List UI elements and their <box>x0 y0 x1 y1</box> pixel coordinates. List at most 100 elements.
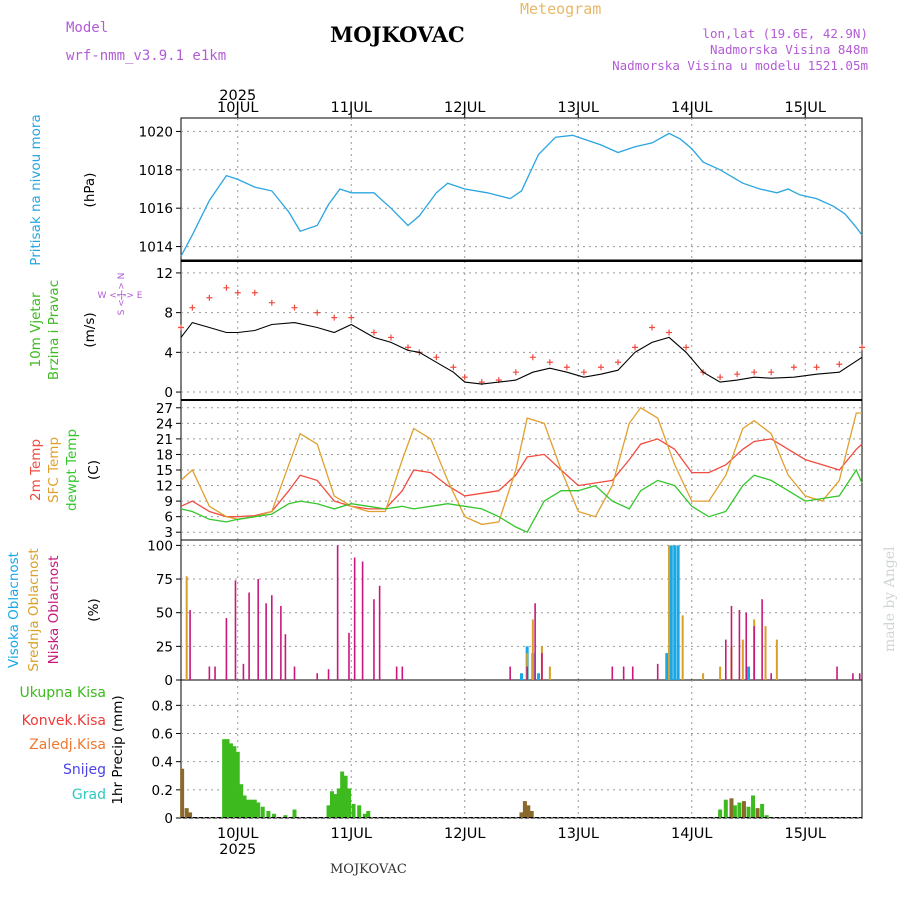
wind-gust-mark <box>768 369 775 376</box>
temp-unit: (C) <box>86 460 102 480</box>
y-tick-label: 0.2 <box>152 783 173 799</box>
cloud-bar-low <box>189 610 191 680</box>
cloud-bar-low <box>373 599 375 680</box>
y-tick-label: 0.4 <box>152 755 173 771</box>
cloud-bar-low <box>541 653 543 680</box>
x-tick-label-top: 13JUL <box>558 100 599 116</box>
precip-bar <box>292 809 297 818</box>
footer-label: MOJKOVAC <box>330 862 407 877</box>
precip-legend-item: Zaledj.Kisa <box>29 737 106 753</box>
cloud-bar-low <box>348 632 350 680</box>
cloud-bar-high <box>537 673 541 680</box>
pressure-unit: (hPa) <box>82 173 98 208</box>
precip-bar <box>225 739 230 818</box>
precip-bar <box>188 812 193 818</box>
cloud-bar-high <box>665 653 669 680</box>
wind-compass-we: W <-|-> E <box>98 291 143 301</box>
cloud-bar-low <box>265 603 267 680</box>
cloud-bar-mid <box>681 615 684 680</box>
y-tick-label: 0.6 <box>152 727 173 743</box>
wind-gust-mark <box>370 329 377 336</box>
cloud-bar-mid <box>775 639 778 680</box>
x-tick-label-top: 10JUL <box>217 100 258 116</box>
precip-bar <box>741 801 746 818</box>
precip-bar <box>256 802 261 818</box>
cloud-bar-low <box>248 592 250 680</box>
precip-bar <box>346 788 351 818</box>
x-tick-label-bottom: 15JUL <box>785 826 826 842</box>
wind-gust-mark <box>859 344 865 351</box>
wind-gust-mark <box>206 294 213 301</box>
x-tick-label-bottom: 12JUL <box>444 826 485 842</box>
cloud-bar-low <box>631 666 634 680</box>
wind-gust-mark <box>597 364 604 371</box>
x-tick-label-bottom: 14JUL <box>671 826 712 842</box>
precip-bar <box>718 809 723 818</box>
precip-bar <box>519 812 524 818</box>
wind-gust-mark <box>291 304 298 311</box>
precip-bar <box>232 746 237 818</box>
y-tick-label: 21 <box>156 432 173 448</box>
cloud-axis-title-low: Niska Oblacnost <box>46 556 62 665</box>
wind-gust-mark <box>614 359 621 366</box>
wind-gust-mark <box>178 324 184 331</box>
precip-legend-item: Grad <box>72 787 106 803</box>
cloud-bar-low <box>401 666 404 680</box>
cloud-bar-low <box>836 666 838 680</box>
precip-bar <box>228 743 233 818</box>
cloud-bar-low <box>208 666 211 680</box>
precip-bar <box>366 810 371 818</box>
y-tick-label: 4 <box>164 345 173 361</box>
wind-gust-mark <box>632 344 638 351</box>
wind-gust-mark <box>189 304 196 311</box>
wind-gust-mark <box>512 369 519 376</box>
precip-legend-item: Ukupna Kisa <box>19 685 106 701</box>
temp-line-2m <box>180 438 863 518</box>
cloud-bar-low <box>353 557 356 680</box>
cloud-bar-low <box>509 666 511 680</box>
cloud-axis-title-mid: Srednja Oblacnost <box>26 548 42 671</box>
precip-bar <box>222 739 227 818</box>
wind-gust-mark <box>751 369 758 376</box>
precip-bar <box>260 806 265 818</box>
temp-axis-title-dewpt: dewpt Temp <box>64 429 80 511</box>
cloud-bar-low <box>378 585 381 680</box>
wind-gust-mark <box>405 344 411 351</box>
meteogram-label: Meteogram <box>520 0 602 18</box>
precip-bar <box>760 803 765 818</box>
cloud-bar-low <box>234 580 237 680</box>
pressure-axis-title: Pritisak na nivou mora <box>28 114 44 265</box>
cloud-bar-low <box>725 639 727 680</box>
y-tick-label: 0 <box>164 673 173 689</box>
precip-bar <box>333 794 338 818</box>
precip-bar <box>283 815 288 818</box>
wind-gust-mark <box>580 369 587 376</box>
precip-bar <box>249 799 254 818</box>
temp-line-dewpt <box>180 468 863 534</box>
wind-axis-title-1: 10m Vjetar <box>28 292 44 367</box>
cloud-bar-low <box>622 666 625 680</box>
temp-axis-title-sfc: SFC Temp <box>46 437 62 503</box>
precip-bar <box>184 808 189 818</box>
precip-bar <box>326 805 331 818</box>
cloud-bar-mid <box>741 639 744 680</box>
precip-bar <box>522 801 527 818</box>
cloud-bar-high <box>520 673 523 680</box>
precip-legend-item: Konvek.Kisa <box>22 713 106 729</box>
precip-bar <box>272 813 277 818</box>
precip-bar <box>737 802 742 818</box>
wind-gust-mark <box>717 374 724 381</box>
wind-unit: (m/s) <box>82 312 98 347</box>
cloud-bar-low <box>526 666 528 680</box>
wind-gust-mark <box>683 344 690 351</box>
wind-gust-mark <box>387 334 394 341</box>
wind-gust-mark <box>666 329 673 336</box>
y-tick-label: 12 <box>156 479 173 495</box>
cloud-bar-low <box>293 666 296 680</box>
wind-gust-mark <box>223 284 230 291</box>
cloud-bar-low <box>361 561 364 680</box>
precip-bar <box>751 795 756 818</box>
precip-bar <box>723 799 728 818</box>
y-tick-label: 0 <box>164 385 173 401</box>
